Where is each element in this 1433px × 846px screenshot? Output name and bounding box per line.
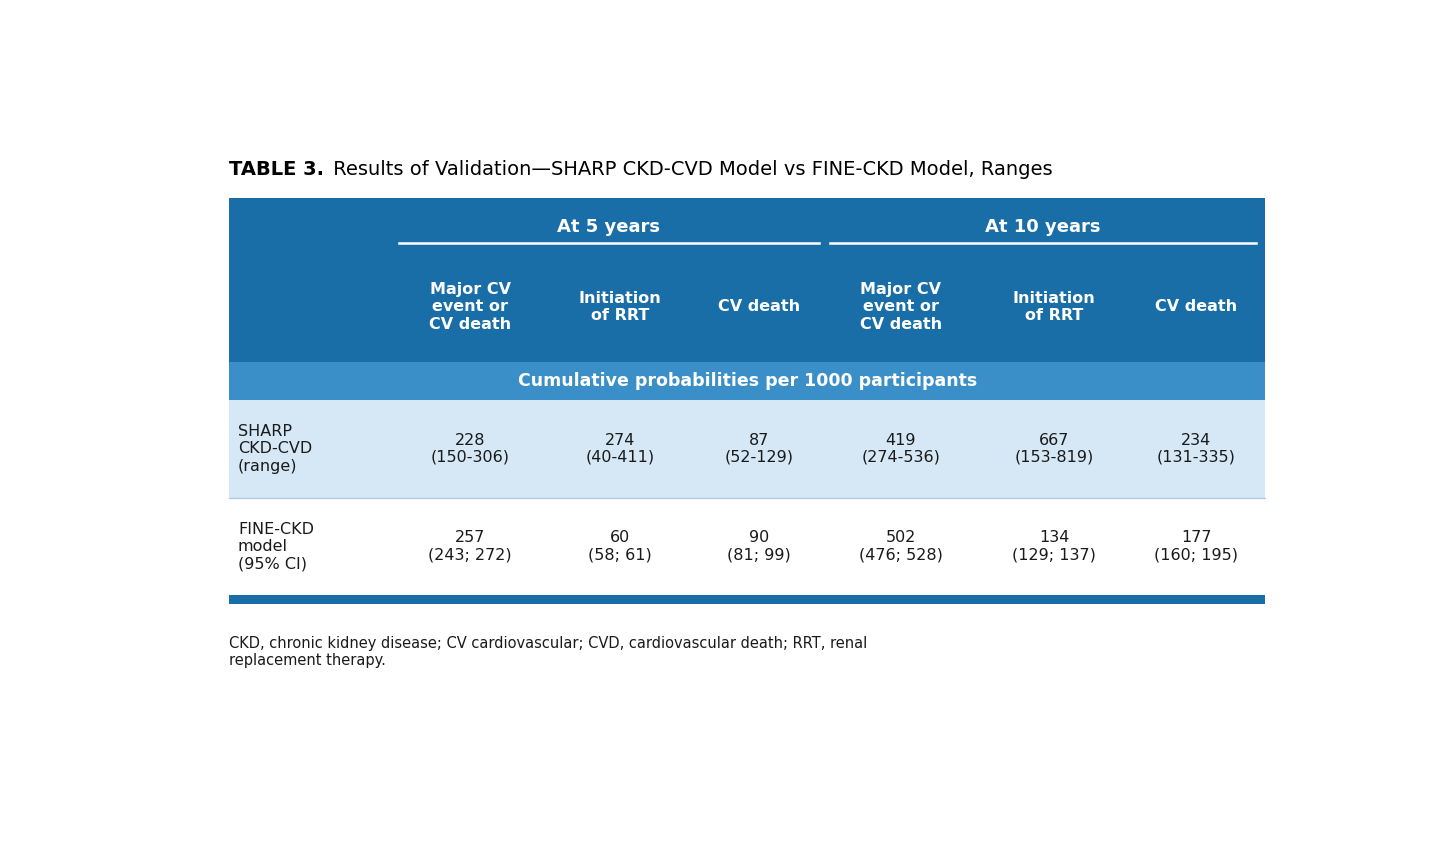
Text: At 5 years: At 5 years: [557, 218, 661, 236]
Text: 177
(160; 195): 177 (160; 195): [1155, 530, 1238, 563]
Text: 257
(243; 272): 257 (243; 272): [428, 530, 512, 563]
Text: 60
(58; 61): 60 (58; 61): [588, 530, 652, 563]
Text: 134
(129; 137): 134 (129; 137): [1012, 530, 1096, 563]
Text: CV death: CV death: [1155, 299, 1238, 314]
Text: Initiation
of RRT: Initiation of RRT: [579, 290, 662, 323]
Text: 667
(153-819): 667 (153-819): [1015, 432, 1093, 465]
Text: Cumulative probabilities per 1000 participants: Cumulative probabilities per 1000 partic…: [517, 372, 977, 390]
Text: Initiation
of RRT: Initiation of RRT: [1013, 290, 1096, 323]
Text: CV death: CV death: [718, 299, 800, 314]
Text: FINE-CKD
model
(95% CI): FINE-CKD model (95% CI): [238, 521, 314, 571]
Text: Major CV
event or
CV death: Major CV event or CV death: [428, 282, 512, 332]
Text: SHARP
CKD-CVD
(range): SHARP CKD-CVD (range): [238, 424, 312, 474]
Text: At 10 years: At 10 years: [986, 218, 1101, 236]
Text: 502
(476; 528): 502 (476; 528): [858, 530, 943, 563]
Text: 228
(150-306): 228 (150-306): [430, 432, 510, 465]
Bar: [229, 497, 1265, 596]
Text: 90
(81; 99): 90 (81; 99): [727, 530, 791, 563]
Text: CKD, chronic kidney disease; CV cardiovascular; CVD, cardiovascular death; RRT, : CKD, chronic kidney disease; CV cardiova…: [229, 635, 867, 668]
Text: TABLE 3.: TABLE 3.: [229, 161, 324, 179]
Text: Major CV
event or
CV death: Major CV event or CV death: [860, 282, 941, 332]
Text: 274
(40-411): 274 (40-411): [586, 432, 655, 465]
Bar: [229, 202, 1265, 251]
Bar: [229, 596, 1265, 604]
Text: Results of Validation—SHARP CKD-CVD Model vs FINE-CKD Model, Ranges: Results of Validation—SHARP CKD-CVD Mode…: [327, 161, 1052, 179]
Text: 419
(274-536): 419 (274-536): [861, 432, 940, 465]
Bar: [229, 362, 1265, 400]
Text: 234
(131-335): 234 (131-335): [1156, 432, 1235, 465]
Text: 87
(52-129): 87 (52-129): [724, 432, 794, 465]
Bar: [229, 198, 1265, 202]
Bar: [229, 400, 1265, 497]
Bar: [229, 251, 1265, 362]
